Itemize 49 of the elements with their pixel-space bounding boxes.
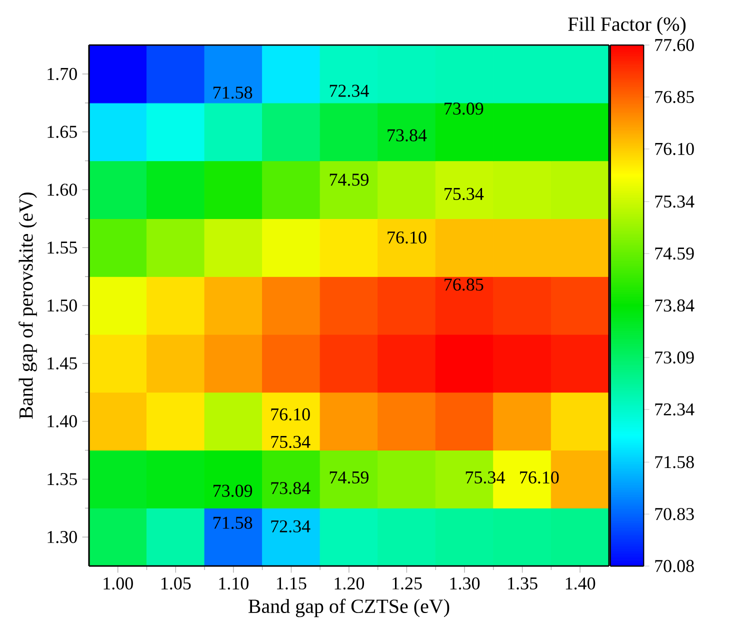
y-tick-label: 1.50 — [48, 299, 77, 312]
color-bar-label: 77.60 — [655, 38, 694, 52]
y-tick-label: 1.30 — [48, 530, 77, 544]
annotation: 71.58 — [214, 86, 252, 99]
annotation: 75.34 — [271, 436, 310, 448]
annotation: 73.84 — [271, 482, 310, 494]
x-tick-label: 1.40 — [566, 577, 596, 590]
annotation: 74.59 — [330, 174, 368, 186]
color-bar-label: 76.10 — [655, 142, 694, 156]
annotation: 73.09 — [444, 102, 484, 115]
x-tick-label: 1.10 — [219, 577, 249, 590]
y-tick-label: 1.55 — [48, 242, 77, 254]
annotation: 75.34 — [466, 471, 505, 484]
x-tick-label: 1.15 — [277, 577, 306, 590]
annotation: 75.34 — [444, 188, 484, 200]
y-tick-label: 1.35 — [48, 473, 77, 486]
y-tick-label: 1.60 — [48, 184, 77, 196]
color-bar-label: 73.09 — [655, 351, 694, 364]
x-tick-label: 1.05 — [162, 577, 191, 590]
x-tick-label: 1.30 — [450, 577, 480, 590]
color-bar-label: 75.34 — [655, 196, 694, 208]
y-tick-label: 1.45 — [48, 357, 77, 370]
y-tick-label: 1.65 — [48, 126, 77, 138]
x-tick-label: 1.00 — [104, 577, 133, 590]
y-axis-title: Band gap of perovskite (eV) — [18, 192, 37, 419]
annotation: 71.58 — [214, 516, 252, 529]
x-axis-title: Band gap of CZTSe (eV) — [248, 598, 450, 618]
annotation: 73.09 — [214, 484, 252, 497]
color-bar-label: 76.85 — [655, 90, 694, 104]
color-bar-label: 70.08 — [655, 560, 694, 572]
annotation: 76.10 — [520, 471, 559, 484]
y-tick-label: 1.40 — [48, 415, 77, 428]
annotation: 72.34 — [330, 84, 369, 97]
x-tick-label: 1.25 — [392, 577, 422, 590]
annotation: 72.34 — [271, 520, 310, 532]
color-bar-label: 74.59 — [655, 248, 694, 260]
annotation: 74.59 — [330, 471, 368, 484]
y-tick-label: 1.70 — [48, 68, 77, 80]
x-tick-label: 1.35 — [508, 577, 538, 590]
annotation: 73.84 — [388, 129, 427, 142]
color-bar-label: 72.34 — [655, 403, 694, 416]
x-tick-label: 1.20 — [334, 577, 364, 590]
annotation: 76.10 — [388, 231, 426, 244]
color-bar-label: 70.83 — [655, 508, 694, 520]
color-bar-label: 71.58 — [655, 456, 694, 468]
annotation: 76.85 — [444, 278, 484, 291]
color-bar-label: 73.84 — [655, 299, 694, 312]
color-bar-title: Fill Factor (%) — [568, 16, 686, 36]
annotation: 76.10 — [271, 408, 310, 421]
